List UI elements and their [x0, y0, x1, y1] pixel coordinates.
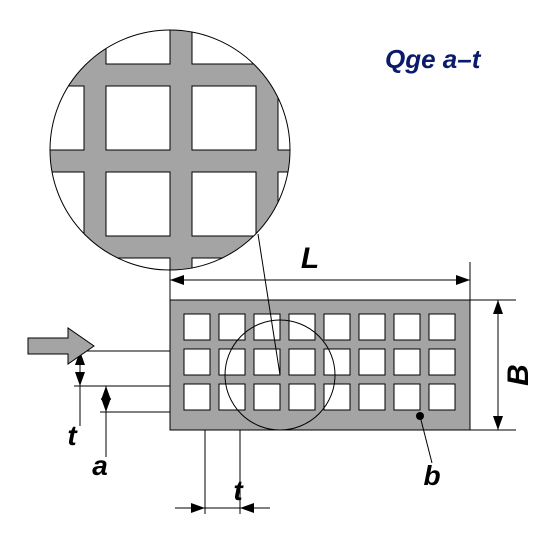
plate-hole — [324, 384, 350, 410]
plate-hole — [429, 314, 455, 340]
plate-hole — [184, 349, 210, 375]
plate-hole — [429, 349, 455, 375]
perforated-plate — [170, 300, 470, 430]
plate-hole — [289, 349, 315, 375]
plate-hole — [219, 349, 245, 375]
plate-hole — [219, 384, 245, 410]
plate-hole — [184, 384, 210, 410]
diagram-title: Qge a–t — [385, 44, 480, 75]
plate-hole — [324, 314, 350, 340]
plate-hole — [394, 384, 420, 410]
plate-hole — [254, 314, 280, 340]
plate-hole — [324, 349, 350, 375]
flow-arrow-icon — [28, 328, 94, 364]
dim-label-a: a — [92, 450, 108, 481]
label-b: b — [423, 460, 440, 491]
plate-hole — [359, 384, 385, 410]
plate-hole — [359, 314, 385, 340]
plate-hole — [289, 384, 315, 410]
dim-label-B: B — [502, 364, 535, 386]
plate-hole — [394, 349, 420, 375]
plate-hole — [184, 314, 210, 340]
dim-label-L: L — [301, 242, 319, 275]
dim-label-t-horiz: t — [233, 475, 244, 506]
plate-hole — [394, 314, 420, 340]
plate-hole — [359, 349, 385, 375]
plate-hole — [289, 314, 315, 340]
dim-label-t-vert: t — [67, 420, 78, 451]
plate-hole — [429, 384, 455, 410]
plate-hole — [254, 384, 280, 410]
